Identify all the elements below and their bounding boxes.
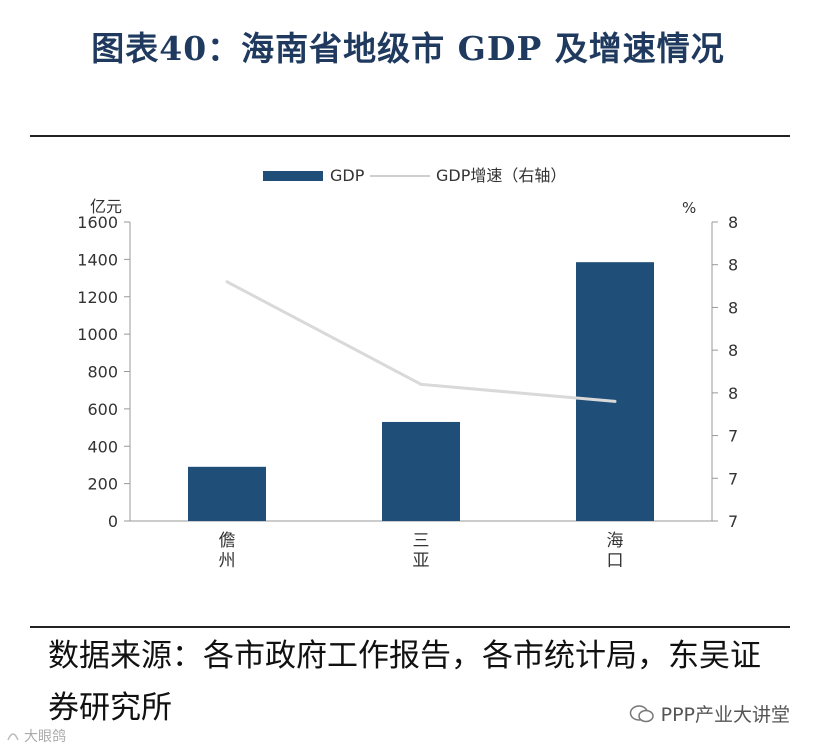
chart-area: GDP GDP增速（右轴） 亿元 % 0 200 400 600 800 1000 1200 1400…	[77, 166, 738, 571]
wechat-watermark: PPP产业大讲堂	[629, 700, 790, 727]
gdp-bar-3	[576, 262, 654, 521]
left-tick-label: 1600	[77, 213, 118, 232]
top-divider	[30, 135, 790, 137]
right-tick-label: 8	[728, 298, 738, 317]
left-tick-label: 400	[87, 437, 118, 456]
corner-watermark: 大眼鸽	[6, 726, 66, 746]
left-tick-label: 1000	[77, 325, 118, 344]
left-axis-unit: 亿元	[90, 197, 122, 216]
right-tick-label: 7	[728, 469, 738, 488]
bottom-divider	[30, 626, 790, 628]
gdp-bar-2	[382, 421, 460, 521]
logo-icon	[7, 733, 19, 741]
growth-point-3	[613, 399, 617, 403]
left-tick-label: 1200	[77, 288, 118, 307]
left-tick-label: 200	[87, 475, 118, 494]
right-tick-label: 8	[728, 341, 738, 360]
right-tick-label: 8	[728, 384, 738, 403]
left-tick-label: 600	[87, 400, 118, 419]
legend-growth-label: GDP增速（右轴）	[436, 166, 566, 185]
source-note: 数据来源：各市政府工作报告，各市统计局，东吴证券研究所	[48, 638, 761, 726]
right-tick-label: 8	[728, 213, 738, 232]
gdp-bar-1	[188, 466, 266, 521]
left-tick-label: 1400	[77, 250, 118, 269]
chart-title: 图表40：海南省地级市 GDP 及增速情况	[91, 29, 725, 68]
wechat-icon	[629, 704, 654, 722]
x-category-label: 儋州	[219, 531, 236, 571]
right-axis-unit: %	[682, 199, 696, 217]
right-tick-label: 8	[728, 256, 738, 275]
right-tick-label: 7	[728, 427, 738, 446]
left-tick-label: 800	[87, 363, 118, 382]
legend-gdp-swatch	[263, 171, 323, 181]
x-category-label: 三亚	[413, 531, 430, 571]
corner-watermark-text: 大眼鸽	[24, 729, 66, 745]
growth-point-2	[419, 382, 423, 386]
growth-point-1	[225, 280, 229, 284]
wechat-account-name: PPP产业大讲堂	[660, 704, 790, 726]
right-tick-label: 7	[728, 512, 738, 531]
legend-gdp-label: GDP	[330, 166, 365, 185]
x-category-label: 海口	[607, 531, 624, 571]
left-tick-label: 0	[108, 512, 118, 531]
